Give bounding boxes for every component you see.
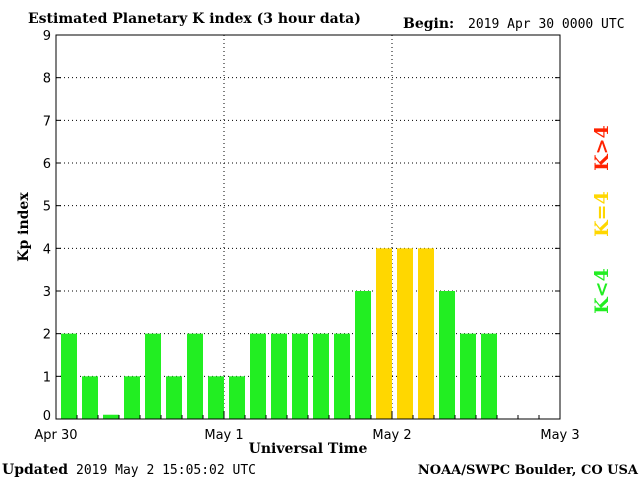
updated-label: Updated: [2, 462, 68, 478]
kp-bar: [460, 333, 476, 419]
y-tick-label: 1: [43, 370, 51, 385]
kp-bar: [61, 333, 77, 419]
x-tick-label: Apr 30: [34, 428, 77, 443]
kp-bar: [334, 333, 350, 419]
x-tick-label: May 3: [540, 428, 579, 443]
updated-value: 2019 May 2 15:05:02 UTC: [76, 463, 256, 478]
kp-bar: [145, 333, 161, 419]
kp-bar: [103, 414, 119, 419]
kp-bar: [355, 291, 371, 419]
kp-bar: [292, 333, 308, 419]
begin-label: Begin:: [403, 16, 454, 32]
kp-bar: [397, 248, 413, 419]
kp-bar: [271, 333, 287, 419]
kp-bar: [250, 333, 266, 419]
kp-bar: [166, 376, 182, 419]
kp-bar: [229, 376, 245, 419]
x-axis-ticks: Apr 30 May 1 May 2 May 3: [34, 411, 580, 443]
legend-k-equal-4: K=4: [591, 191, 613, 237]
y-tick-label: 7: [43, 114, 51, 129]
kp-bar: [439, 291, 455, 419]
y-tick-label: 4: [43, 242, 51, 257]
y-axis-ticks: 0 1 2 3 4 5 6 7 8 9: [43, 29, 560, 424]
begin-value: 2019 Apr 30 0000 UTC: [468, 17, 625, 32]
y-axis-label: Kp index: [16, 192, 32, 262]
y-tick-label: 5: [43, 200, 51, 215]
y-tick-label: 9: [43, 29, 51, 44]
legend-k-below-4: K<4: [591, 268, 613, 314]
kp-bar: [376, 248, 392, 419]
kp-bar: [208, 376, 224, 419]
y-tick-label: 2: [43, 328, 51, 343]
kp-bar: [187, 333, 203, 419]
kp-bar: [124, 376, 140, 419]
y-tick-label: 6: [43, 157, 51, 172]
x-axis-label: Universal Time: [249, 441, 368, 457]
bars: [61, 248, 497, 419]
kp-bar: [418, 248, 434, 419]
kp-bar: [481, 333, 497, 419]
x-tick-label: May 2: [372, 428, 411, 443]
chart-title: Estimated Planetary K index (3 hour data…: [28, 11, 361, 27]
y-tick-label: 0: [43, 409, 51, 424]
y-tick-label: 3: [43, 285, 51, 300]
kp-bar: [313, 333, 329, 419]
x-tick-label: May 1: [204, 428, 243, 443]
kp-bar: [82, 376, 98, 419]
credit-text: NOAA/SWPC Boulder, CO USA: [418, 463, 639, 478]
legend-k-above-4: K>4: [591, 125, 613, 171]
y-tick-label: 8: [43, 72, 51, 87]
